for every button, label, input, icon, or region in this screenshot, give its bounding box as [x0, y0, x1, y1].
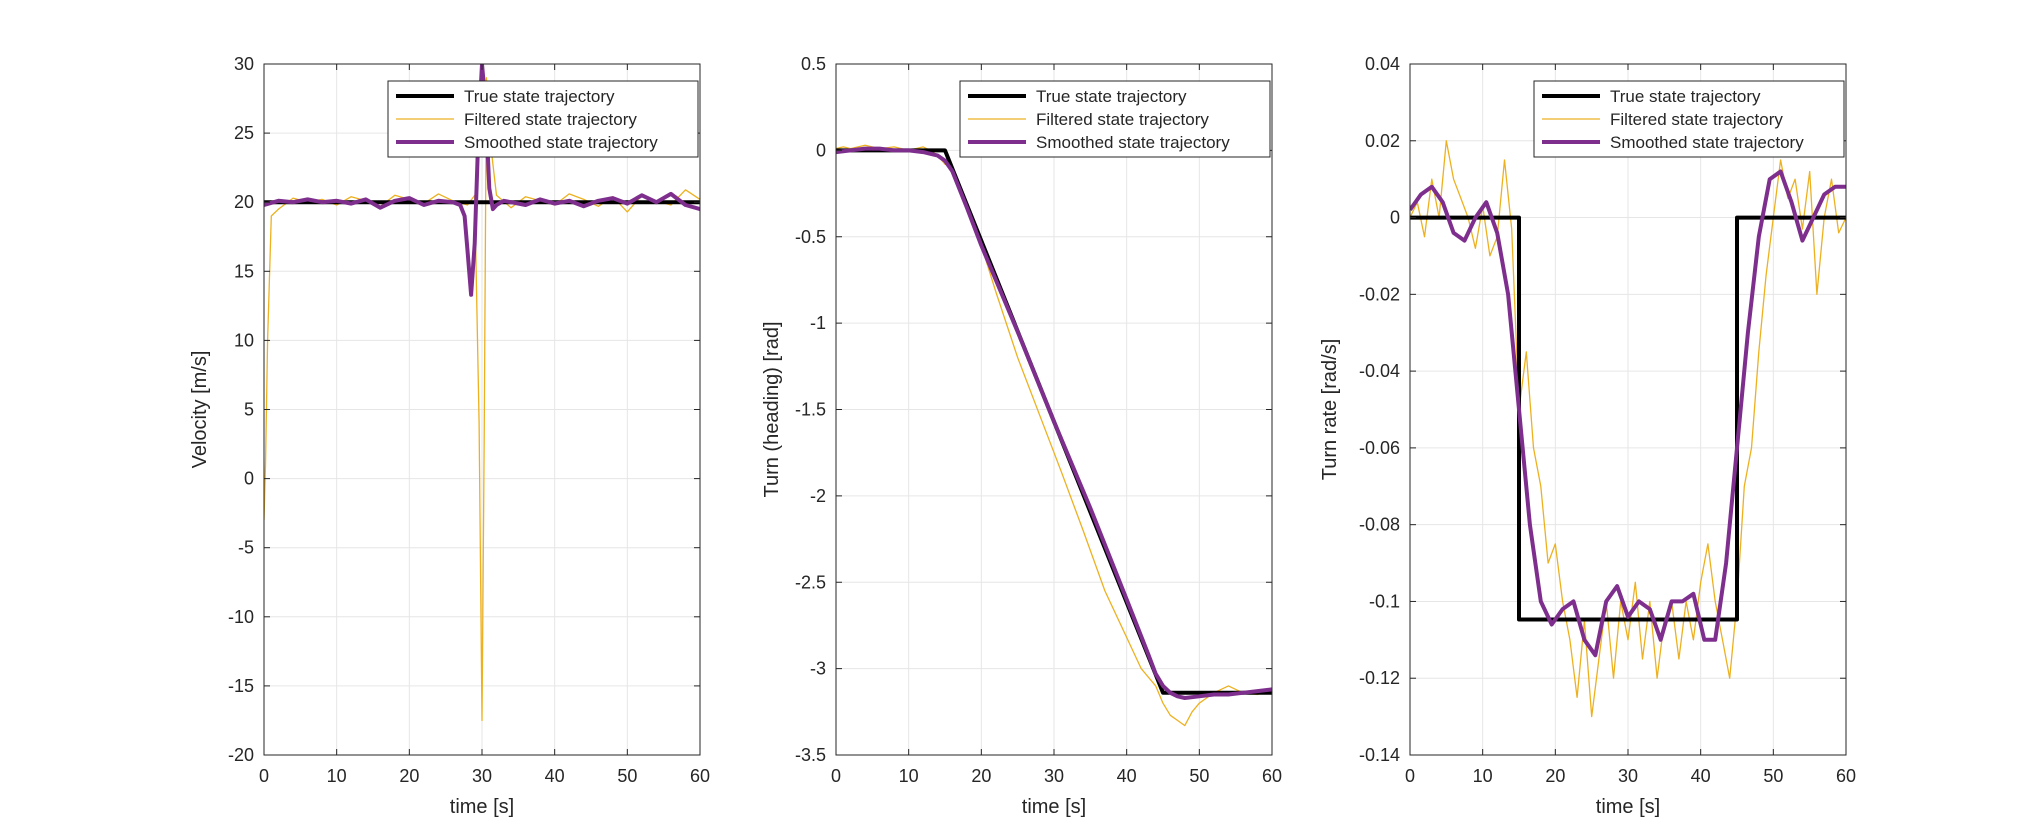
x-axis-label: time [s] [1596, 796, 1660, 818]
y-tick-label: 10 [234, 330, 254, 350]
y-tick-label: 0 [816, 140, 826, 160]
legend-entry: True state trajectory [1036, 87, 1187, 106]
x-tick-label: 40 [1117, 766, 1137, 786]
x-tick-label: 0 [1405, 766, 1415, 786]
y-tick-label: 0 [244, 469, 254, 489]
y-tick-label: -10 [228, 607, 254, 627]
legend-entry: Smoothed state trajectory [464, 133, 658, 152]
x-tick-label: 30 [1044, 766, 1064, 786]
x-tick-label: 50 [617, 766, 637, 786]
legend-entry: True state trajectory [464, 87, 615, 106]
legend-entry: Filtered state trajectory [1610, 110, 1783, 129]
x-tick-label: 20 [399, 766, 419, 786]
legend: True state trajectory Filtered state traj… [1533, 80, 1845, 158]
series-line-smoothed-state-trajectory [836, 146, 1272, 700]
y-tick-label: -3 [810, 659, 826, 679]
legend-entry: Filtered state trajectory [1036, 110, 1209, 129]
x-tick-label: 50 [1763, 766, 1783, 786]
x-tick-label: 60 [1262, 766, 1282, 786]
legend-entry: Smoothed state trajectory [1036, 133, 1230, 152]
x-tick-label: 60 [1836, 766, 1856, 786]
y-tick-label: 0.04 [1365, 54, 1400, 74]
y-tick-label: -20 [228, 745, 254, 765]
x-tick-label: 10 [899, 766, 919, 786]
x-tick-label: 0 [259, 766, 269, 786]
x-axis-label: time [s] [450, 796, 514, 818]
x-tick-label: 20 [971, 766, 991, 786]
legend: True state trajectory Filtered state traj… [959, 80, 1271, 158]
y-tick-label: -2 [810, 486, 826, 506]
y-tick-label: 15 [234, 261, 254, 281]
legend: True state trajectory Filtered state traj… [387, 80, 699, 158]
x-axis-label: time [s] [1022, 796, 1086, 818]
y-tick-label: -15 [228, 676, 254, 696]
y-axis-label: Turn (heading) [rad] [761, 321, 783, 497]
y-tick-label: -0.12 [1359, 668, 1400, 688]
y-tick-label: -0.04 [1359, 361, 1400, 381]
heading-plot: 0 10 20 30 40 50 60 -3.5 -3 -2.5 -2 -1.5 -1 -0.5 0 0.5 t… [761, 54, 1282, 818]
series-line-smoothed-state-trajectory [1410, 169, 1846, 658]
y-tick-label: 30 [234, 54, 254, 74]
y-tick-label: -0.5 [795, 227, 826, 247]
legend-entry: Smoothed state trajectory [1610, 133, 1804, 152]
y-tick-label: -0.1 [1369, 591, 1400, 611]
x-tick-label: 30 [472, 766, 492, 786]
x-tick-label: 0 [831, 766, 841, 786]
y-tick-label: 0 [1390, 208, 1400, 228]
x-tick-label: 30 [1618, 766, 1638, 786]
x-tick-label: 10 [327, 766, 347, 786]
legend-entry: Filtered state trajectory [464, 110, 637, 129]
y-tick-label: 0.02 [1365, 131, 1400, 151]
y-tick-label: -0.02 [1359, 284, 1400, 304]
y-tick-label: -3.5 [795, 745, 826, 765]
y-tick-label: 5 [244, 400, 254, 420]
y-tick-label: -2.5 [795, 572, 826, 592]
y-tick-label: 25 [234, 123, 254, 143]
y-axis-label: Turn rate [rad/s] [1319, 339, 1341, 481]
x-tick-label: 40 [545, 766, 565, 786]
y-tick-label: -5 [238, 538, 254, 558]
y-tick-label: -0.14 [1359, 745, 1400, 765]
turn-rate-plot: 0 10 20 30 40 50 60 -0.14 -0.12 -0.1 -0.08 -0.06 -0.… [1319, 54, 1856, 818]
y-tick-label: 20 [234, 192, 254, 212]
x-tick-label: 50 [1189, 766, 1209, 786]
velocity-plot: 0 10 20 30 40 50 60 -20 -15 -10 -5 0 5 10 15 20 25 30 time… [189, 54, 710, 818]
series-line-true-state-trajectory [1410, 215, 1846, 622]
x-tick-label: 60 [690, 766, 710, 786]
x-tick-label: 20 [1545, 766, 1565, 786]
y-tick-label: -1.5 [795, 400, 826, 420]
y-tick-label: -0.06 [1359, 438, 1400, 458]
legend-entry: True state trajectory [1610, 87, 1761, 106]
x-tick-label: 10 [1473, 766, 1493, 786]
y-axis-label: Velocity [m/s] [189, 351, 211, 469]
y-tick-label: -0.08 [1359, 515, 1400, 535]
y-tick-label: -1 [810, 313, 826, 333]
x-tick-label: 40 [1691, 766, 1711, 786]
y-tick-label: 0.5 [801, 54, 826, 74]
